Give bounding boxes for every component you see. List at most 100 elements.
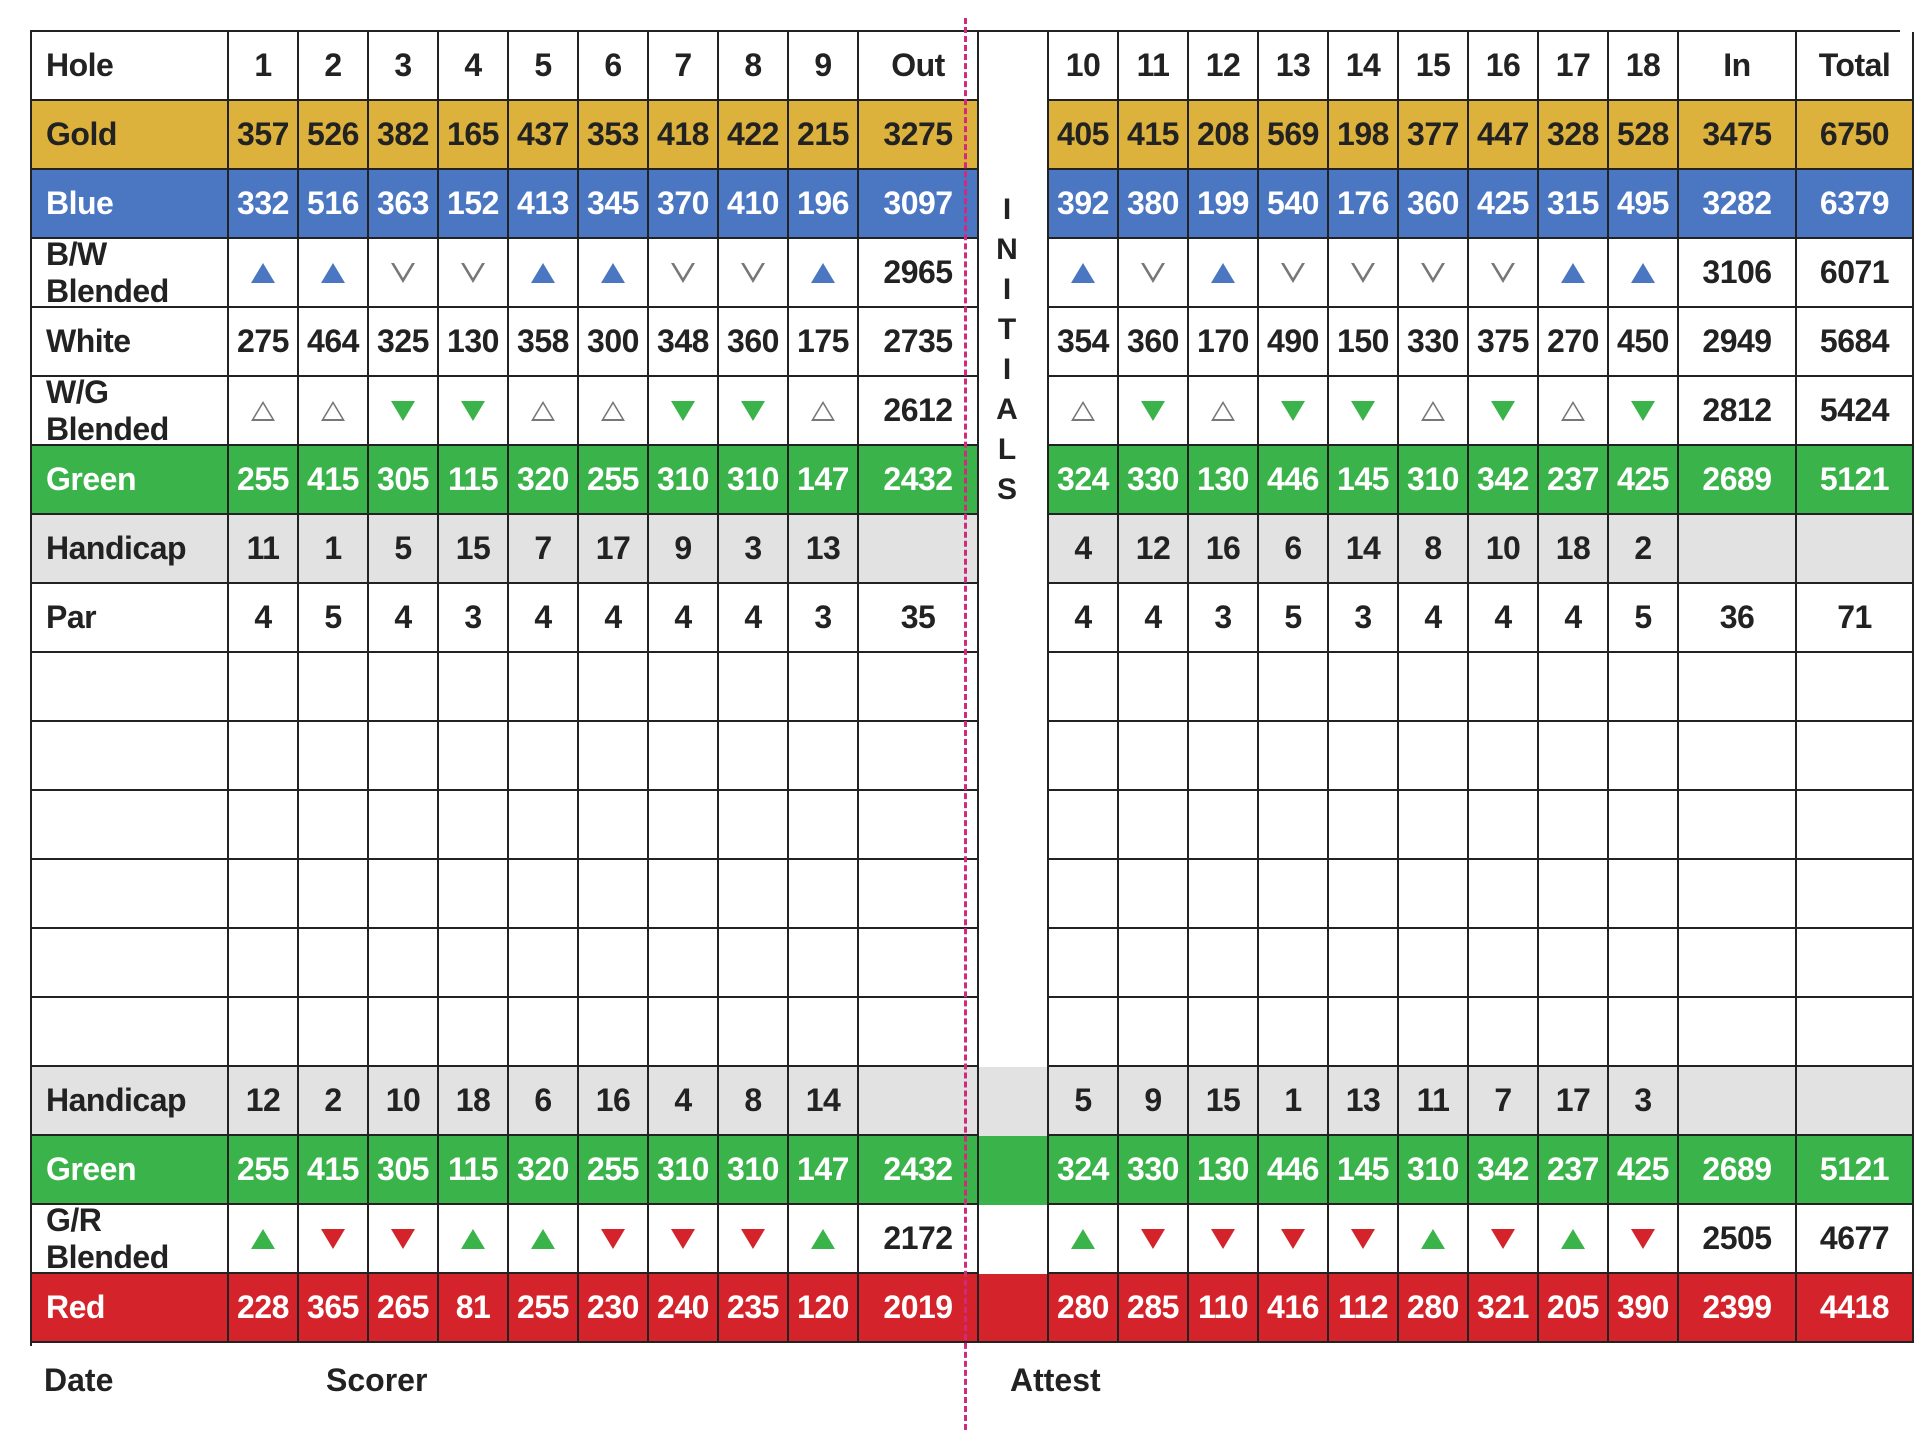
score-entry-cell[interactable] [229, 860, 299, 929]
score-entry-cell[interactable] [1189, 791, 1259, 860]
grand-total-cell[interactable] [1797, 653, 1914, 722]
score-entry-cell[interactable] [439, 998, 509, 1067]
score-entry-cell[interactable] [439, 791, 509, 860]
score-entry-cell[interactable] [1329, 860, 1399, 929]
score-entry-cell[interactable] [1259, 722, 1329, 791]
score-entry-cell[interactable] [649, 929, 719, 998]
score-entry-cell[interactable] [649, 998, 719, 1067]
score-entry-cell[interactable] [299, 722, 369, 791]
score-entry-cell[interactable] [1119, 860, 1189, 929]
row-label[interactable] [32, 860, 229, 929]
in-total-cell[interactable] [1679, 998, 1797, 1067]
score-entry-cell[interactable] [1609, 653, 1679, 722]
score-entry-cell[interactable] [1609, 722, 1679, 791]
score-entry-cell[interactable] [509, 929, 579, 998]
score-entry-cell[interactable] [369, 791, 439, 860]
score-entry-cell[interactable] [1469, 860, 1539, 929]
score-entry-cell[interactable] [579, 653, 649, 722]
score-entry-cell[interactable] [1049, 722, 1119, 791]
score-entry-cell[interactable] [369, 998, 439, 1067]
row-label[interactable] [32, 653, 229, 722]
score-entry-cell[interactable] [649, 653, 719, 722]
score-entry-cell[interactable] [1399, 860, 1469, 929]
score-entry-cell[interactable] [1399, 929, 1469, 998]
score-entry-cell[interactable] [1469, 653, 1539, 722]
score-entry-cell[interactable] [369, 929, 439, 998]
score-entry-cell[interactable] [1329, 929, 1399, 998]
score-entry-cell[interactable] [229, 722, 299, 791]
score-entry-cell[interactable] [649, 791, 719, 860]
score-entry-cell[interactable] [1119, 722, 1189, 791]
score-entry-cell[interactable] [719, 722, 789, 791]
score-entry-cell[interactable] [1399, 791, 1469, 860]
score-entry-cell[interactable] [1539, 860, 1609, 929]
score-entry-cell[interactable] [1049, 929, 1119, 998]
score-entry-cell[interactable] [1259, 791, 1329, 860]
score-entry-cell[interactable] [789, 860, 859, 929]
score-entry-cell[interactable] [1189, 722, 1259, 791]
score-entry-cell[interactable] [1259, 860, 1329, 929]
out-total-cell[interactable] [859, 929, 979, 998]
score-entry-cell[interactable] [1609, 860, 1679, 929]
in-total-cell[interactable] [1679, 653, 1797, 722]
score-entry-cell[interactable] [1329, 722, 1399, 791]
score-entry-cell[interactable] [229, 791, 299, 860]
score-entry-cell[interactable] [1539, 653, 1609, 722]
score-entry-cell[interactable] [579, 998, 649, 1067]
score-entry-cell[interactable] [719, 860, 789, 929]
score-entry-cell[interactable] [509, 653, 579, 722]
score-entry-cell[interactable] [1189, 860, 1259, 929]
in-total-cell[interactable] [1679, 860, 1797, 929]
score-entry-cell[interactable] [299, 929, 369, 998]
row-label[interactable] [32, 929, 229, 998]
score-entry-cell[interactable] [439, 653, 509, 722]
score-entry-cell[interactable] [439, 722, 509, 791]
grand-total-cell[interactable] [1797, 791, 1914, 860]
score-entry-cell[interactable] [789, 722, 859, 791]
score-entry-cell[interactable] [509, 860, 579, 929]
score-entry-cell[interactable] [789, 998, 859, 1067]
score-entry-cell[interactable] [1609, 791, 1679, 860]
score-entry-cell[interactable] [439, 929, 509, 998]
score-entry-cell[interactable] [1469, 791, 1539, 860]
score-entry-cell[interactable] [719, 998, 789, 1067]
score-entry-cell[interactable] [439, 860, 509, 929]
score-entry-cell[interactable] [299, 860, 369, 929]
score-entry-cell[interactable] [1049, 998, 1119, 1067]
score-entry-cell[interactable] [1609, 929, 1679, 998]
grand-total-cell[interactable] [1797, 998, 1914, 1067]
score-entry-cell[interactable] [369, 653, 439, 722]
score-entry-cell[interactable] [1259, 929, 1329, 998]
grand-total-cell[interactable] [1797, 929, 1914, 998]
score-entry-cell[interactable] [1189, 998, 1259, 1067]
score-entry-cell[interactable] [1189, 653, 1259, 722]
out-total-cell[interactable] [859, 722, 979, 791]
out-total-cell[interactable] [859, 860, 979, 929]
score-entry-cell[interactable] [229, 929, 299, 998]
score-entry-cell[interactable] [789, 791, 859, 860]
score-entry-cell[interactable] [789, 929, 859, 998]
score-entry-cell[interactable] [229, 653, 299, 722]
score-entry-cell[interactable] [1399, 653, 1469, 722]
in-total-cell[interactable] [1679, 929, 1797, 998]
row-label[interactable] [32, 791, 229, 860]
score-entry-cell[interactable] [509, 998, 579, 1067]
score-entry-cell[interactable] [579, 929, 649, 998]
score-entry-cell[interactable] [1259, 998, 1329, 1067]
score-entry-cell[interactable] [1469, 998, 1539, 1067]
score-entry-cell[interactable] [1539, 791, 1609, 860]
grand-total-cell[interactable] [1797, 722, 1914, 791]
score-entry-cell[interactable] [299, 653, 369, 722]
score-entry-cell[interactable] [1329, 653, 1399, 722]
score-entry-cell[interactable] [1469, 722, 1539, 791]
score-entry-cell[interactable] [1119, 998, 1189, 1067]
score-entry-cell[interactable] [579, 791, 649, 860]
score-entry-cell[interactable] [1049, 860, 1119, 929]
score-entry-cell[interactable] [1049, 791, 1119, 860]
score-entry-cell[interactable] [369, 860, 439, 929]
score-entry-cell[interactable] [509, 791, 579, 860]
out-total-cell[interactable] [859, 653, 979, 722]
score-entry-cell[interactable] [1329, 998, 1399, 1067]
score-entry-cell[interactable] [509, 722, 579, 791]
score-entry-cell[interactable] [369, 722, 439, 791]
